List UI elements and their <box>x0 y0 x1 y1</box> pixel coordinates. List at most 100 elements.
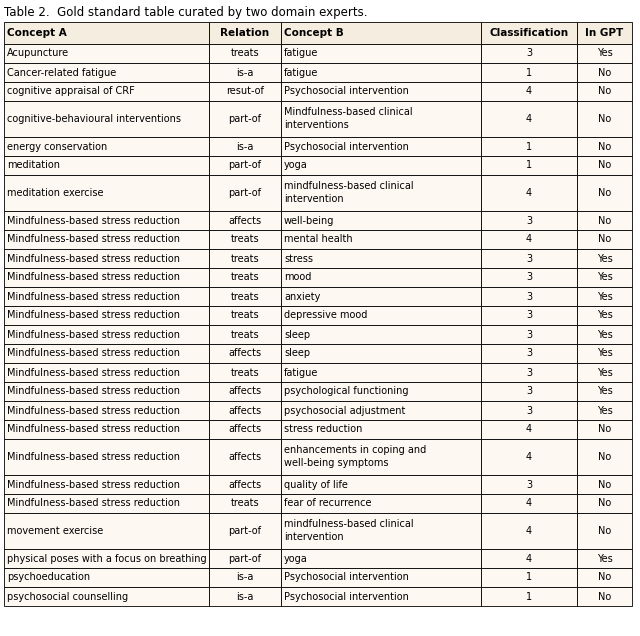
Text: treats: treats <box>230 291 259 301</box>
Text: is-a: is-a <box>236 591 253 602</box>
Text: 3: 3 <box>526 310 532 321</box>
Text: affects: affects <box>228 216 262 226</box>
Text: treats: treats <box>230 235 259 244</box>
Text: 4: 4 <box>526 235 532 244</box>
Text: part-of: part-of <box>228 160 262 170</box>
Bar <box>577 230 632 249</box>
Bar <box>4 156 209 175</box>
Bar <box>481 494 577 513</box>
Text: 4: 4 <box>526 114 532 124</box>
Bar <box>481 382 577 401</box>
Bar <box>281 211 481 230</box>
Bar <box>281 494 481 513</box>
Text: No: No <box>598 424 611 434</box>
Text: affects: affects <box>228 424 262 434</box>
Bar <box>281 382 481 401</box>
Text: Yes: Yes <box>596 310 612 321</box>
Text: 3: 3 <box>526 254 532 263</box>
Bar <box>209 44 281 63</box>
Bar <box>481 230 577 249</box>
Bar <box>577 22 632 44</box>
Text: 4: 4 <box>526 452 532 462</box>
Text: No: No <box>598 188 611 198</box>
Bar <box>209 22 281 44</box>
Text: affects: affects <box>228 480 262 490</box>
Text: Mindfulness-based stress reduction: Mindfulness-based stress reduction <box>7 310 180 321</box>
Text: 1: 1 <box>526 67 532 78</box>
Bar <box>209 63 281 82</box>
Bar <box>4 382 209 401</box>
Text: part-of: part-of <box>228 526 262 536</box>
Bar <box>481 175 577 211</box>
Text: fear of recurrence: fear of recurrence <box>284 499 371 509</box>
Bar <box>481 439 577 475</box>
Bar <box>209 101 281 137</box>
Bar <box>577 137 632 156</box>
Text: mindfulness-based clinical: mindfulness-based clinical <box>284 519 413 529</box>
Text: Mindfulness-based clinical: Mindfulness-based clinical <box>284 107 413 117</box>
Text: 3: 3 <box>526 291 532 301</box>
Text: No: No <box>598 499 611 509</box>
Text: Mindfulness-based stress reduction: Mindfulness-based stress reduction <box>7 452 180 462</box>
Text: Psychosocial intervention: Psychosocial intervention <box>284 86 409 97</box>
Bar <box>4 22 209 44</box>
Bar <box>281 230 481 249</box>
Bar <box>4 325 209 344</box>
Bar <box>481 211 577 230</box>
Text: yoga: yoga <box>284 160 308 170</box>
Text: psychosocial counselling: psychosocial counselling <box>7 591 128 602</box>
Bar <box>4 344 209 363</box>
Text: treats: treats <box>230 272 259 282</box>
Bar <box>4 513 209 549</box>
Text: Mindfulness-based stress reduction: Mindfulness-based stress reduction <box>7 235 180 244</box>
Bar <box>577 344 632 363</box>
Text: treats: treats <box>230 310 259 321</box>
Text: cognitive-behavioural interventions: cognitive-behavioural interventions <box>7 114 181 124</box>
Bar <box>4 494 209 513</box>
Text: In GPT: In GPT <box>586 28 623 38</box>
Text: intervention: intervention <box>284 195 344 205</box>
Text: fatigue: fatigue <box>284 48 318 59</box>
Bar <box>4 287 209 306</box>
Text: well-being: well-being <box>284 216 334 226</box>
Text: Mindfulness-based stress reduction: Mindfulness-based stress reduction <box>7 499 180 509</box>
Bar <box>281 137 481 156</box>
Text: treats: treats <box>230 329 259 340</box>
Bar <box>4 63 209 82</box>
Bar <box>577 287 632 306</box>
Text: 3: 3 <box>526 368 532 378</box>
Bar <box>281 568 481 587</box>
Text: intervention: intervention <box>284 532 344 543</box>
Bar <box>4 363 209 382</box>
Bar <box>281 306 481 325</box>
Text: No: No <box>598 216 611 226</box>
Bar <box>577 568 632 587</box>
Bar <box>209 268 281 287</box>
Text: Mindfulness-based stress reduction: Mindfulness-based stress reduction <box>7 254 180 263</box>
Text: No: No <box>598 526 611 536</box>
Text: No: No <box>598 235 611 244</box>
Text: Psychosocial intervention: Psychosocial intervention <box>284 572 409 583</box>
Text: Yes: Yes <box>596 553 612 563</box>
Bar <box>209 363 281 382</box>
Text: meditation exercise: meditation exercise <box>7 188 104 198</box>
Text: 3: 3 <box>526 48 532 59</box>
Bar <box>577 439 632 475</box>
Bar <box>577 82 632 101</box>
Bar <box>481 101 577 137</box>
Bar <box>281 175 481 211</box>
Bar <box>481 401 577 420</box>
Bar <box>481 420 577 439</box>
Text: movement exercise: movement exercise <box>7 526 103 536</box>
Bar <box>281 420 481 439</box>
Bar <box>577 401 632 420</box>
Text: Relation: Relation <box>220 28 269 38</box>
Text: 3: 3 <box>526 387 532 396</box>
Bar <box>209 306 281 325</box>
Bar <box>281 325 481 344</box>
Text: 1: 1 <box>526 141 532 151</box>
Bar <box>577 494 632 513</box>
Text: Yes: Yes <box>596 368 612 378</box>
Text: Yes: Yes <box>596 48 612 59</box>
Text: fatigue: fatigue <box>284 67 318 78</box>
